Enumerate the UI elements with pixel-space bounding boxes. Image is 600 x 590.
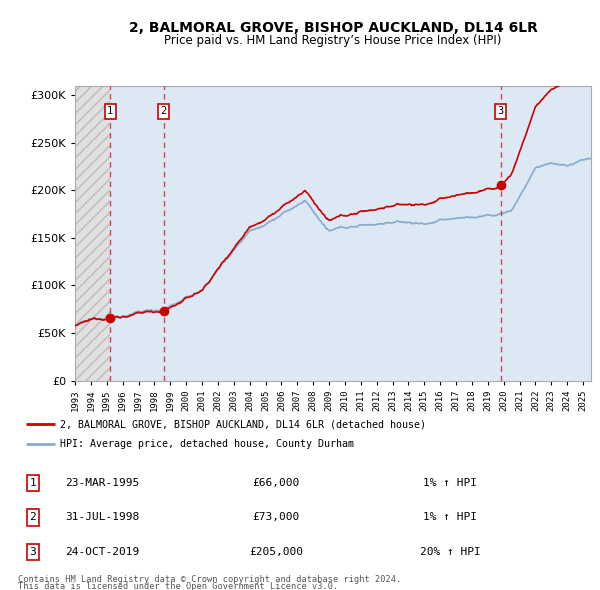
Text: 2, BALMORAL GROVE, BISHOP AUCKLAND, DL14 6LR (detached house): 2, BALMORAL GROVE, BISHOP AUCKLAND, DL14… <box>60 419 426 429</box>
Text: 3: 3 <box>497 106 504 116</box>
Text: 2: 2 <box>29 513 37 522</box>
Text: 1: 1 <box>29 478 37 488</box>
Bar <box>75 86 110 381</box>
Text: 31-JUL-1998: 31-JUL-1998 <box>65 513 139 522</box>
Text: 1: 1 <box>107 106 113 116</box>
Bar <box>110 86 591 381</box>
Text: HPI: Average price, detached house, County Durham: HPI: Average price, detached house, Coun… <box>60 440 354 450</box>
Text: 2: 2 <box>160 106 167 116</box>
Text: £73,000: £73,000 <box>253 513 299 522</box>
Text: This data is licensed under the Open Government Licence v3.0.: This data is licensed under the Open Gov… <box>18 582 338 590</box>
Text: £66,000: £66,000 <box>253 478 299 488</box>
Text: Contains HM Land Registry data © Crown copyright and database right 2024.: Contains HM Land Registry data © Crown c… <box>18 575 401 584</box>
Text: 2, BALMORAL GROVE, BISHOP AUCKLAND, DL14 6LR: 2, BALMORAL GROVE, BISHOP AUCKLAND, DL14… <box>128 21 538 35</box>
Text: £205,000: £205,000 <box>249 548 303 557</box>
Text: 24-OCT-2019: 24-OCT-2019 <box>65 548 139 557</box>
Text: 1% ↑ HPI: 1% ↑ HPI <box>423 478 477 488</box>
Text: 3: 3 <box>29 548 37 557</box>
Text: 20% ↑ HPI: 20% ↑ HPI <box>419 548 481 557</box>
Text: Price paid vs. HM Land Registry’s House Price Index (HPI): Price paid vs. HM Land Registry’s House … <box>164 34 502 47</box>
Text: 23-MAR-1995: 23-MAR-1995 <box>65 478 139 488</box>
Text: 1% ↑ HPI: 1% ↑ HPI <box>423 513 477 522</box>
